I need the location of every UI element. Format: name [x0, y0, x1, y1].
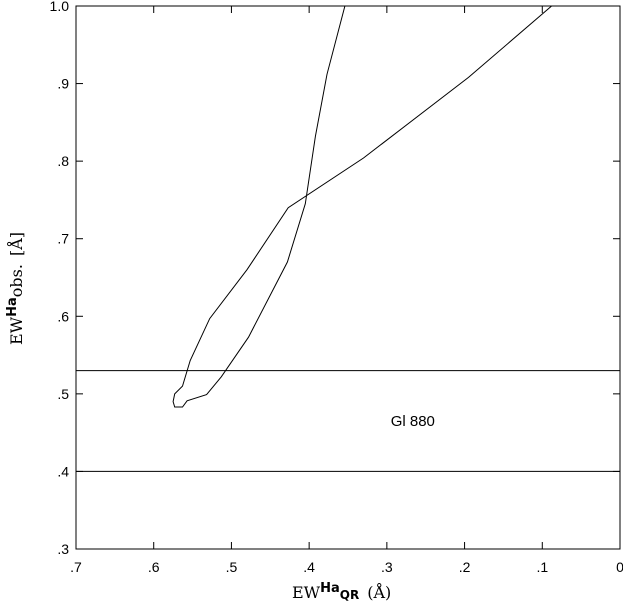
annotation-gl880: Gl 880 [391, 413, 435, 430]
y-tick-label: .7 [57, 231, 69, 247]
y-axis-label-sup: Ha [5, 297, 20, 317]
x-tick-label: .5 [226, 559, 238, 575]
y-tick-label: .4 [57, 463, 69, 479]
series-line [172, 5, 552, 408]
x-axis-ticks: .7 .6 .5 .4 .3 .2 .1 0 [70, 6, 623, 575]
y-axis-ticks: .3 .4 .5 .6 .7 .8 .9 1.0 [50, 0, 620, 557]
y-axis-label-sub: obs. [7, 264, 26, 297]
x-tick-label: 0 [616, 559, 623, 575]
y-axis-label-main: EW [7, 316, 26, 345]
series-curves [172, 5, 552, 408]
y-tick-label: .8 [57, 153, 69, 169]
x-axis-label-unit: (Å) [367, 582, 391, 602]
y-axis-label: EWHaobs. [Å] [5, 232, 26, 345]
horizontal-lines [76, 370, 620, 472]
y-tick-label: .3 [57, 541, 69, 557]
x-tick-label: .2 [459, 559, 471, 575]
x-axis-label-main: EW [292, 583, 321, 602]
y-tick-label: .9 [57, 76, 69, 92]
y-tick-label: 1.0 [50, 0, 70, 14]
x-tick-label: .6 [148, 559, 160, 575]
x-tick-label: .3 [381, 559, 393, 575]
x-axis-label-sup: Ha [320, 581, 340, 596]
y-tick-label: .6 [57, 308, 69, 324]
x-axis-label: EWHaQR (Å) [292, 581, 391, 602]
x-axis-label-sub: QR [340, 588, 359, 602]
x-tick-label: .1 [536, 559, 548, 575]
plot-frame [75, 5, 621, 550]
x-tick-label: .4 [303, 559, 315, 575]
y-tick-label: .5 [57, 386, 69, 402]
x-tick-label: .7 [70, 559, 82, 575]
y-axis-label-unit: [Å] [6, 232, 26, 256]
